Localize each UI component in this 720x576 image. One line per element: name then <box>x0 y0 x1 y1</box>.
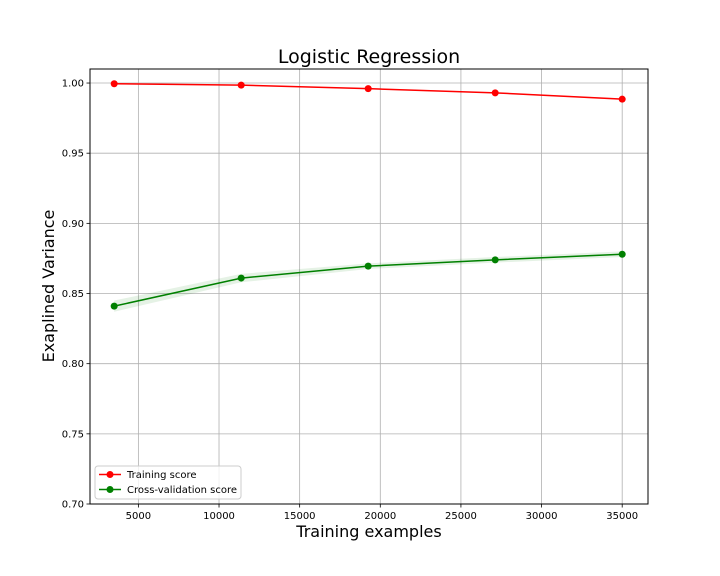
chart-title: Logistic Regression <box>278 46 460 68</box>
series-1-point <box>618 250 626 258</box>
y-tick-label: 0.75 <box>62 429 84 440</box>
legend-label-training: Training score <box>126 470 197 481</box>
series-1-point <box>364 262 372 270</box>
series-1-point <box>237 274 245 282</box>
plot-frame <box>89 68 649 505</box>
series-lines <box>110 80 626 310</box>
series-1-point <box>110 302 118 310</box>
x-tick-label: 15000 <box>284 511 316 522</box>
x-tick-label: 5000 <box>126 511 151 522</box>
series-0-point <box>364 85 372 93</box>
y-tick-label: 0.85 <box>62 289 84 300</box>
legend-box <box>94 465 242 500</box>
y-tick-label: 0.70 <box>62 500 84 511</box>
legend-label-cv: Cross-validation score <box>127 485 237 496</box>
y-axis-label: Exaplined Variance <box>39 210 58 363</box>
series-1-point <box>491 256 499 264</box>
x-tick-label: 30000 <box>526 511 558 522</box>
series-0-point <box>110 80 118 88</box>
x-tick-label: 10000 <box>203 511 235 522</box>
x-tick-label: 20000 <box>364 511 396 522</box>
y-tick-label: 0.90 <box>62 219 84 230</box>
x-axis-ticks: 5000 10000 15000 20000 25000 30000 35000 <box>126 504 638 522</box>
y-tick-label: 0.95 <box>62 149 84 160</box>
x-tick-label: 25000 <box>445 511 477 522</box>
y-axis-ticks: 0.70 0.75 0.80 0.85 0.90 0.95 1.00 <box>62 79 90 511</box>
y-tick-label: 1.00 <box>62 79 84 90</box>
x-tick-label: 35000 <box>606 511 638 522</box>
legend-marker-cv <box>106 486 114 493</box>
legend-marker-training <box>106 471 114 478</box>
series-0-point <box>618 95 626 103</box>
x-axis-label: Training examples <box>295 522 441 541</box>
series-0-point <box>237 81 245 89</box>
y-tick-label: 0.80 <box>62 359 84 370</box>
series-0-point <box>491 89 499 97</box>
legend: Training score Cross-validation score <box>94 465 242 500</box>
